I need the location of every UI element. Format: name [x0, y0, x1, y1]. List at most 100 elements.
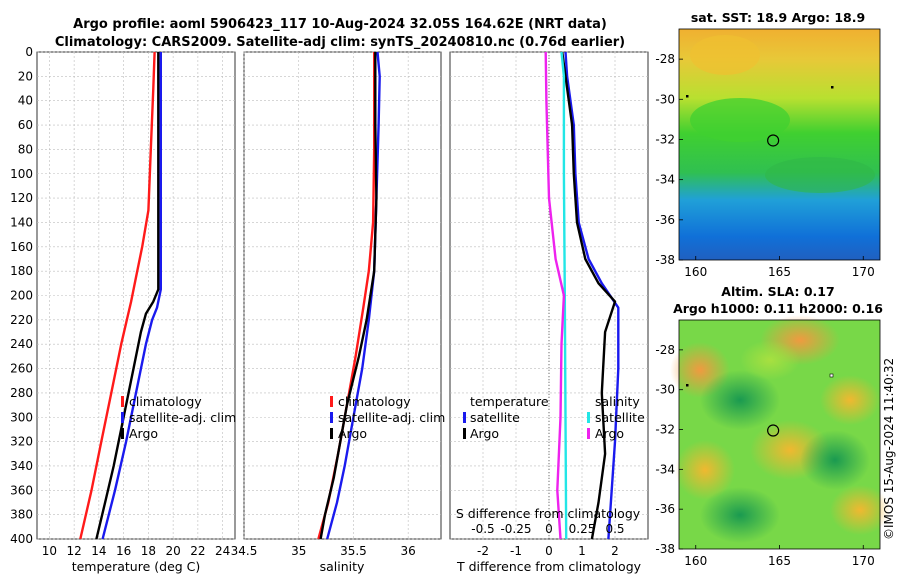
legend-swatch-temp-argo [463, 428, 466, 439]
legend-label-argo: Argo [338, 426, 367, 441]
argo-position-marker [767, 134, 780, 147]
series-line [319, 52, 378, 540]
depth-tick-label: 360 [10, 483, 33, 497]
x-tick-label: 35 [291, 544, 306, 558]
x-tick-label: 1 [578, 544, 586, 558]
depth-tick-label: 160 [10, 240, 33, 254]
map-x-tick-label: 170 [852, 554, 875, 568]
s-tick-label: -0.25 [500, 522, 531, 536]
sla-map: Altim. SLA: 0.17 Argo h1000: 0.11 h2000:… [655, 284, 890, 568]
series-line [564, 51, 620, 540]
sla-map-title: Altim. SLA: 0.17 [721, 284, 834, 299]
series-line [560, 51, 568, 540]
sla-low [800, 430, 870, 490]
temperature-panel: 0 20 40 60 80 100 120 140 160 180 200 220 240 260 280 3… [10, 45, 236, 574]
map-y-tick-label: -34 [655, 462, 675, 476]
depth-tick-label: 60 [18, 118, 33, 132]
x-tick-label: 12 [66, 544, 81, 558]
sst-marker [686, 95, 689, 98]
depth-tick-label: 180 [10, 264, 33, 278]
map-x-tick-label: 160 [684, 554, 707, 568]
map-y-tick-label: -32 [655, 132, 675, 146]
map-y-tick-label: -38 [655, 253, 675, 267]
legend-swatch-climatology [121, 396, 124, 407]
legend-swatch-argo [330, 428, 333, 439]
legend-label-climatology: climatology [338, 394, 411, 409]
x-tick-label: 20 [165, 544, 180, 558]
sla-marker [686, 384, 689, 387]
series-line [561, 51, 617, 540]
x-tick-label: 34.5 [231, 544, 258, 558]
series-line [326, 51, 381, 540]
sst-map-title: sat. SST: 18.9 Argo: 18.9 [691, 10, 865, 25]
s-tick-label: 0 [545, 522, 553, 536]
legend-label-argo: Argo [129, 426, 158, 441]
legend-label-satellite: satellite-adj. clim [338, 410, 445, 425]
depth-tick-label: 280 [10, 386, 33, 400]
depth-tick-label: 320 [10, 435, 33, 449]
depth-tick-label: 300 [10, 410, 33, 424]
depth-tick-label: 100 [10, 167, 33, 181]
s-tick-label: 0.25 [569, 522, 596, 536]
sla-high [830, 485, 890, 535]
difference-xlabel: T difference from climatology [456, 559, 642, 574]
x-tick-label: -2 [477, 544, 489, 558]
legend-label-sal-satellite: satellite [595, 410, 645, 425]
sla-low [700, 487, 780, 543]
x-tick-label: 10 [42, 544, 57, 558]
depth-tick-label: 40 [18, 94, 33, 108]
title-line2: Climatology: CARS2009. Satellite-adj cli… [55, 35, 625, 50]
salinity-legend: climatology satellite-adj. clim Argo [330, 394, 445, 441]
x-tick-label: 0 [545, 544, 553, 558]
sla-low [700, 370, 780, 430]
legend-swatch-climatology [330, 396, 333, 407]
map-y-tick-label: -38 [655, 542, 675, 556]
sst-warm-patch [690, 35, 760, 75]
depth-tick-label: 120 [10, 191, 33, 205]
sla-high [820, 375, 880, 425]
sst-marker [831, 86, 834, 89]
legend-swatch-sal-argo [587, 428, 590, 439]
depth-tick-label: 80 [18, 142, 33, 156]
argo-position-marker [767, 424, 780, 437]
sst-front [765, 157, 875, 193]
legend-swatch-argo [121, 428, 124, 439]
temperature-xlabel: temperature (deg C) [72, 559, 201, 574]
x-tick-label: 36 [401, 544, 416, 558]
salinity-xlabel: salinity [320, 559, 365, 574]
x-tick-label: -1 [510, 544, 522, 558]
x-tick-label: 16 [116, 544, 131, 558]
title-line1: Argo profile: aoml 5906423_117 10-Aug-20… [73, 17, 607, 32]
x-tick-label: 14 [91, 544, 106, 558]
imos-watermark: ©IMOS 15-Aug-2024 11:40:32 [882, 358, 896, 540]
depth-tick-label: 200 [10, 289, 33, 303]
s-tick-label: 0.5 [605, 522, 624, 536]
map-x-tick-label: 160 [684, 265, 707, 279]
legend-swatch-temp-satellite [463, 412, 466, 423]
x-tick-label: 24 [215, 544, 230, 558]
sla-mid [740, 340, 800, 380]
series-line [79, 51, 156, 540]
depth-tick-label: 140 [10, 215, 33, 229]
s-tick-label: -0.5 [471, 522, 494, 536]
legend-label-sal-argo: Argo [595, 426, 624, 441]
map-x-tick-label: 165 [768, 265, 791, 279]
x-tick-label: 35.5 [340, 544, 367, 558]
map-x-tick-label: 165 [768, 554, 791, 568]
map-y-tick-label: -34 [655, 173, 675, 187]
legend-swatch-sal-satellite [587, 412, 590, 423]
depth-tick-label: 220 [10, 313, 33, 327]
difference-legend-temperature: temperature satellite Argo [463, 394, 549, 441]
map-y-tick-label: -28 [655, 52, 675, 66]
map-y-tick-label: -28 [655, 343, 675, 357]
difference-panel: -2 -1 0 1 2 T difference from climatology S … [449, 51, 649, 574]
legend-label-climatology: climatology [129, 394, 202, 409]
depth-tick-label: 380 [10, 508, 33, 522]
sst-warm-tongue [690, 98, 790, 142]
depth-tick-label: 400 [10, 532, 33, 546]
depth-tick-label: 0 [25, 45, 33, 59]
depth-tick-label: 260 [10, 362, 33, 376]
legend-label-satellite: satellite-adj. clim [129, 410, 236, 425]
sla-marker [829, 373, 834, 378]
